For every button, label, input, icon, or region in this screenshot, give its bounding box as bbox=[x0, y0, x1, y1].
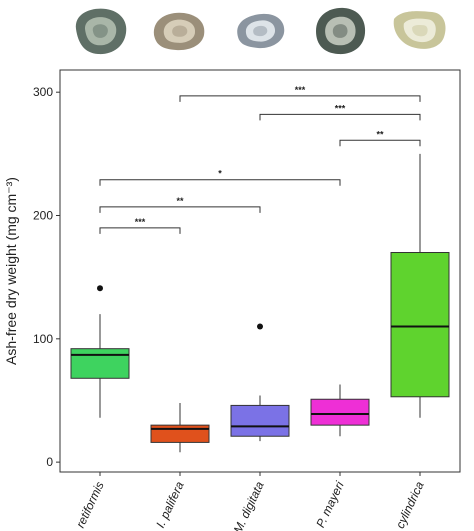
iqr-box bbox=[230, 404, 290, 437]
x-category-label: I. palifera bbox=[153, 479, 187, 530]
x-category-label: P. cylindrica bbox=[387, 479, 427, 531]
bracket-line bbox=[99, 227, 181, 234]
x-axis: G. retiformis I. palifera M. digitata P. ma… bbox=[66, 472, 427, 531]
significance-bracket: *** bbox=[99, 217, 181, 234]
y-axis: 0 100 200 300 bbox=[33, 85, 60, 469]
box-5 bbox=[390, 153, 450, 418]
coral-photo-strip bbox=[75, 7, 446, 55]
y-tick-label: 100 bbox=[33, 332, 53, 346]
significance-bracket: ** bbox=[339, 129, 421, 147]
outlier-point bbox=[257, 323, 263, 330]
bracket-line bbox=[339, 139, 421, 147]
iqr-box bbox=[70, 348, 130, 379]
coral-photo-core bbox=[332, 24, 348, 38]
significance-bracket: *** bbox=[259, 103, 421, 121]
significance-label: *** bbox=[335, 103, 346, 113]
bracket-line bbox=[99, 179, 341, 186]
significance-label: ** bbox=[176, 196, 184, 206]
significance-label: ** bbox=[376, 129, 384, 139]
coral-photo-core bbox=[172, 25, 188, 37]
coral-photo-1 bbox=[75, 8, 127, 55]
significance-bracket: * bbox=[99, 169, 341, 186]
outlier-point bbox=[97, 285, 103, 292]
significance-brackets: ************** bbox=[99, 85, 421, 234]
iqr-box bbox=[150, 424, 210, 443]
bracket-line bbox=[179, 95, 421, 102]
box-series bbox=[70, 153, 450, 453]
x-category-label: M. digitata bbox=[231, 479, 267, 531]
y-tick-label: 200 bbox=[33, 209, 53, 223]
iqr-box bbox=[310, 398, 370, 426]
coral-photo-2 bbox=[153, 12, 205, 51]
box-4 bbox=[310, 384, 370, 437]
bracket-line bbox=[99, 206, 261, 213]
significance-bracket: *** bbox=[179, 85, 421, 102]
coral-photo-core bbox=[92, 24, 108, 38]
y-tick-label: 300 bbox=[33, 85, 53, 99]
y-axis-title: Ash-free dry weight (mg cm⁻³) bbox=[3, 177, 19, 365]
significance-label: *** bbox=[295, 85, 306, 95]
significance-bracket: ** bbox=[99, 196, 261, 213]
coral-photo-core bbox=[412, 25, 428, 37]
significance-label: *** bbox=[135, 217, 146, 227]
box-2 bbox=[150, 402, 210, 453]
coral-photo-3 bbox=[237, 13, 285, 49]
box-1 bbox=[70, 285, 130, 418]
x-category-label: G. retiformis bbox=[66, 479, 106, 531]
x-category-label: P. mayeri bbox=[313, 479, 347, 530]
box-3 bbox=[230, 323, 290, 442]
coral-photo-4 bbox=[316, 7, 366, 55]
y-tick-label: 0 bbox=[46, 455, 53, 469]
coral-photo-core bbox=[253, 25, 268, 37]
coral-photo-5 bbox=[393, 11, 446, 49]
iqr-box bbox=[390, 252, 450, 398]
significance-label: * bbox=[218, 169, 222, 179]
bracket-line bbox=[259, 113, 421, 121]
